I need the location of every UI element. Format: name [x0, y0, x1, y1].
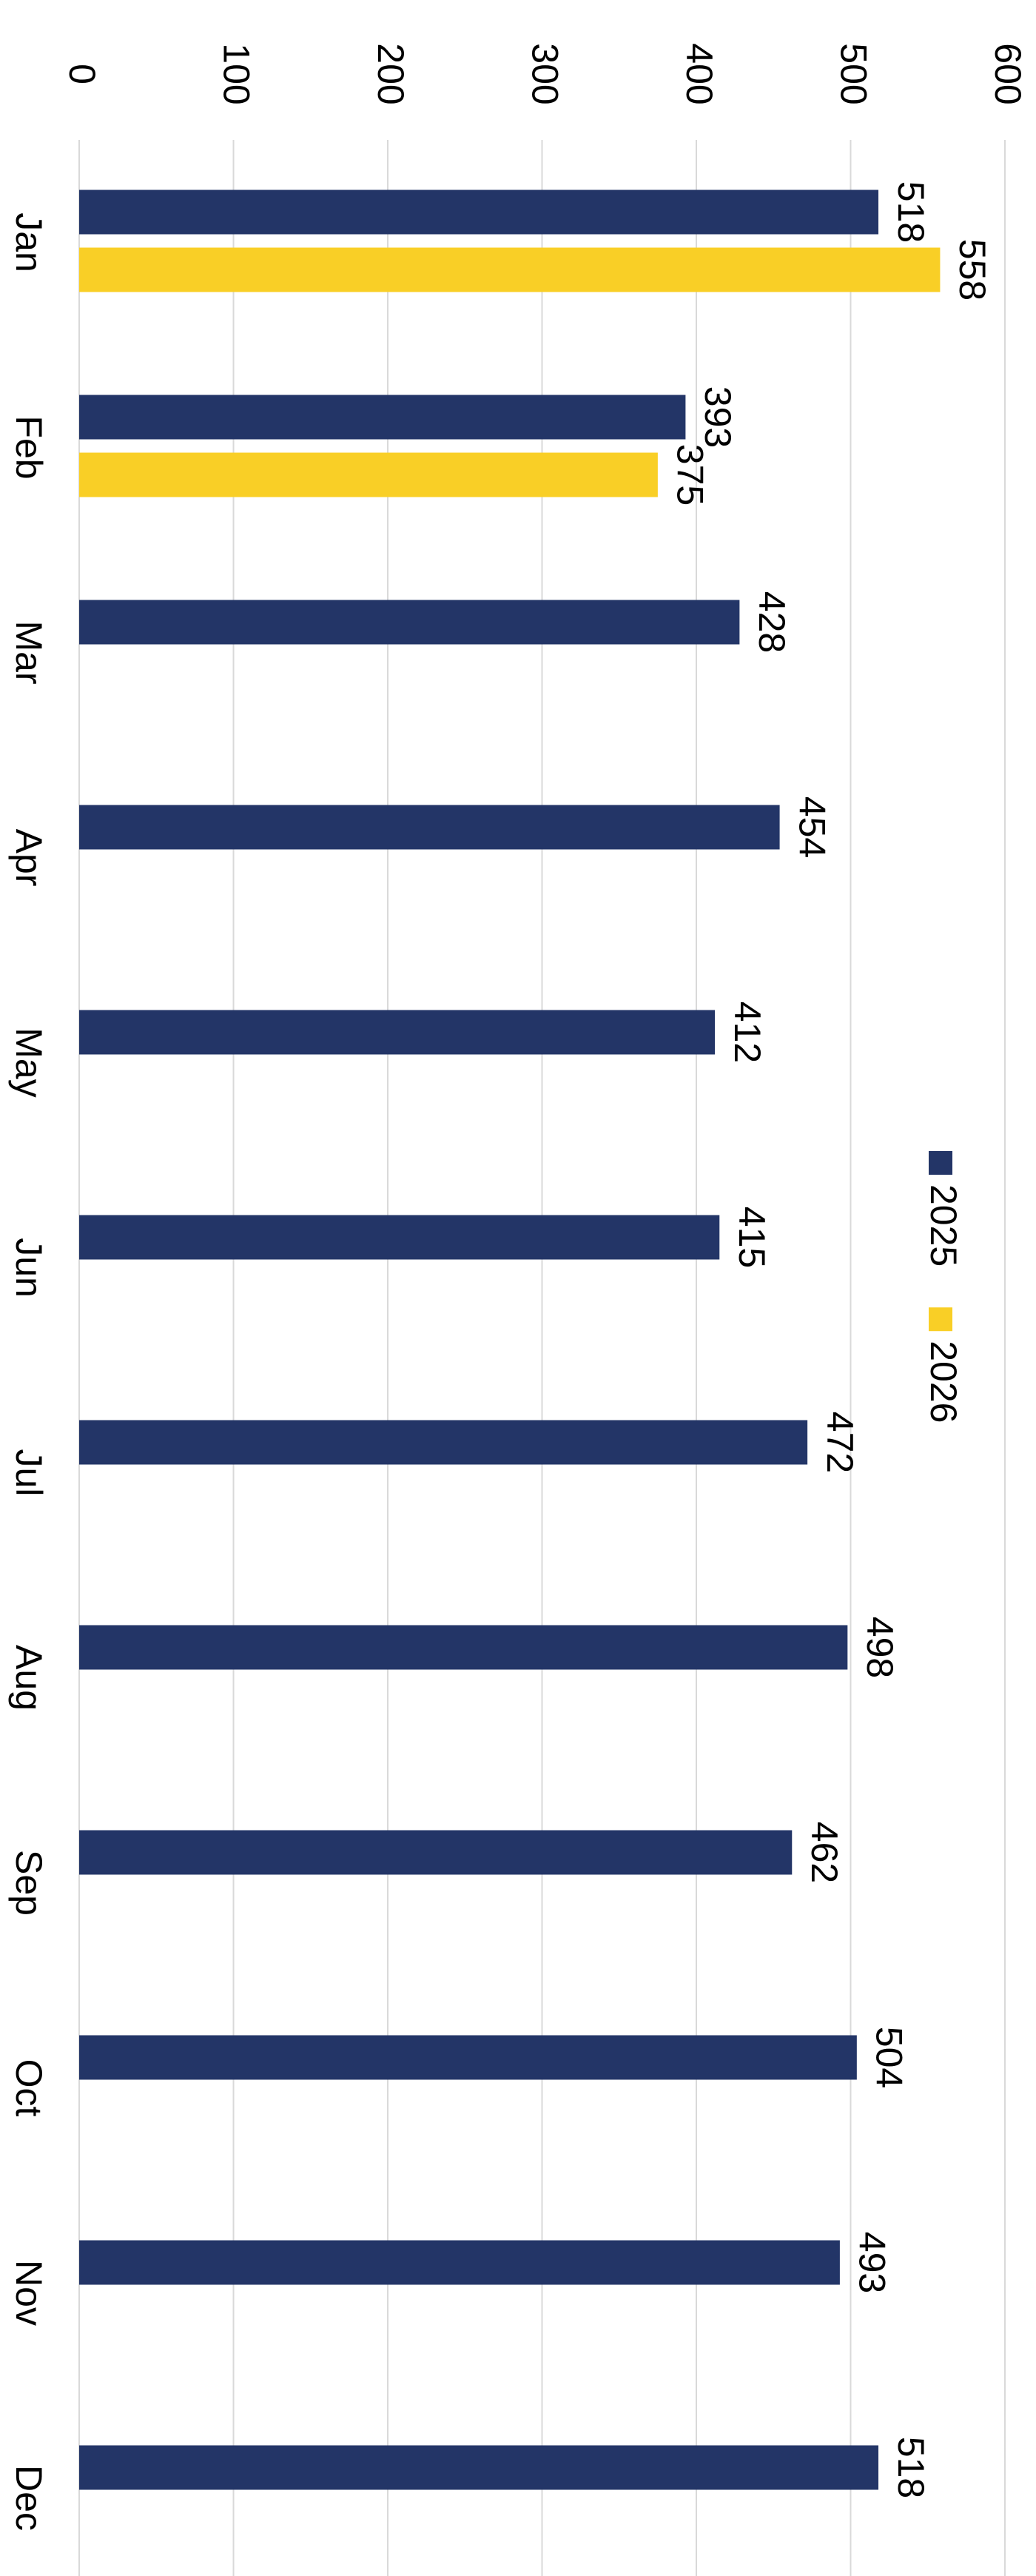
x-tick-label: 600	[987, 43, 1029, 104]
x-tick-label: 300	[524, 43, 565, 104]
x-tick-label: 500	[832, 43, 874, 104]
data-label: 428	[751, 591, 793, 653]
y-tick-label: Feb	[8, 415, 50, 479]
y-tick-label: Oct	[8, 2059, 50, 2117]
bar	[79, 600, 740, 645]
bar	[79, 2445, 879, 2490]
y-tick-label: Apr	[8, 829, 50, 887]
data-label: 498	[859, 1617, 901, 1678]
bar	[79, 1420, 808, 1465]
legend-swatch	[929, 1151, 952, 1175]
bar	[79, 1830, 793, 1875]
y-tick-label: Dec	[8, 2465, 50, 2531]
x-tick-label: 200	[370, 43, 411, 104]
data-label: 462	[804, 1822, 845, 1883]
bar	[79, 805, 780, 850]
bar	[79, 1625, 848, 1670]
data-label: 558	[952, 239, 993, 301]
bar	[79, 1010, 716, 1055]
x-tick-label: 0	[61, 64, 103, 84]
legend-label: 2025	[923, 1184, 964, 1267]
y-tick-label: Aug	[8, 1645, 50, 1711]
data-label: 493	[852, 2232, 893, 2293]
bar	[79, 452, 658, 497]
bar	[79, 2035, 857, 2080]
data-label: 375	[670, 444, 711, 506]
data-label: 454	[791, 796, 832, 858]
bar	[79, 2240, 840, 2285]
bar	[79, 247, 941, 292]
y-tick-label: Nov	[8, 2260, 50, 2326]
x-tick-label: 400	[679, 43, 720, 104]
y-tick-label: Jun	[8, 1238, 50, 1298]
bar	[79, 189, 879, 235]
data-label: 412	[727, 1002, 768, 1063]
y-tick-label: Mar	[8, 620, 50, 684]
y-tick-label: Jul	[8, 1449, 50, 1497]
data-label: 504	[869, 2027, 910, 2088]
legend-label: 2026	[923, 1341, 964, 1423]
x-tick-label: 100	[215, 43, 257, 104]
legend-swatch	[929, 1307, 952, 1332]
data-label: 415	[731, 1207, 773, 1268]
y-tick-label: Jan	[8, 212, 50, 272]
bar	[79, 395, 686, 440]
bar	[79, 1215, 720, 1260]
data-label: 393	[697, 386, 739, 448]
y-tick-label: May	[8, 1027, 50, 1097]
data-label: 518	[890, 2437, 932, 2498]
data-label: 518	[890, 181, 932, 243]
data-label: 472	[819, 1412, 861, 1473]
y-tick-label: Sep	[8, 1850, 50, 1916]
